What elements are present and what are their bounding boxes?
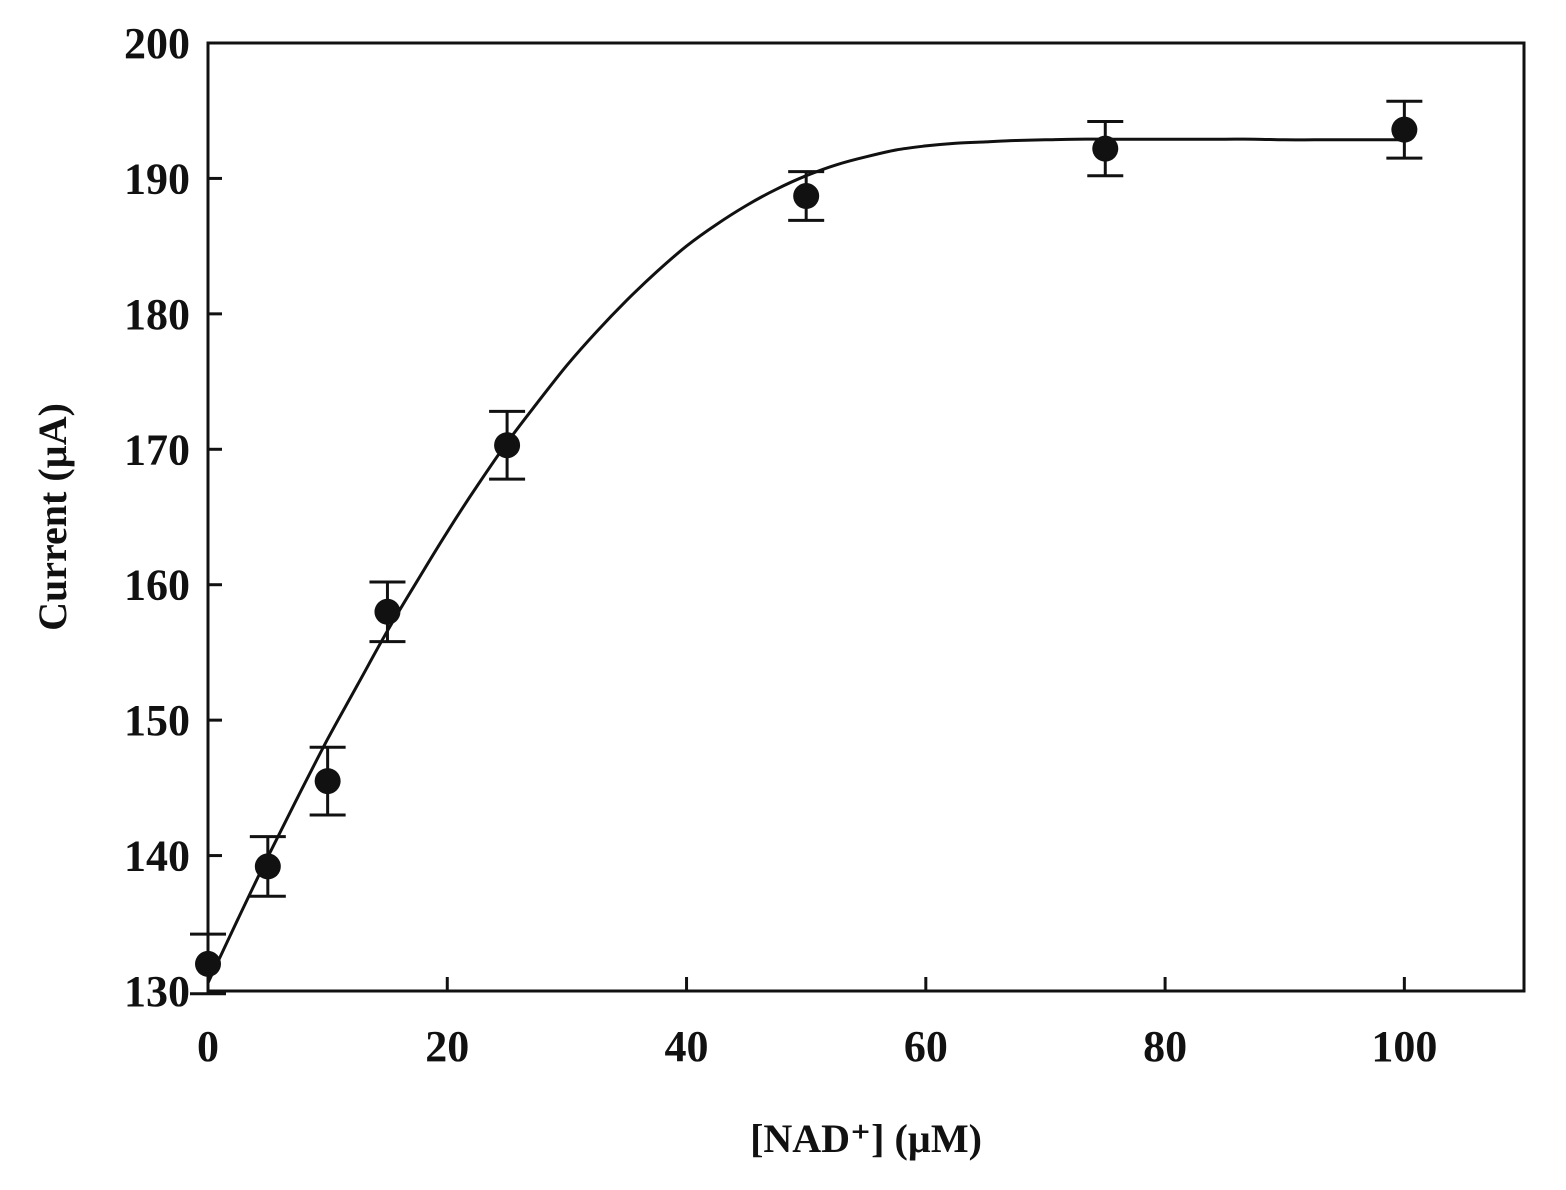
- data-point: [1391, 116, 1418, 143]
- data-points-layer: [190, 99, 1423, 996]
- fit-curve-layer: [206, 137, 1405, 984]
- x-tick-label: 20: [425, 1022, 469, 1071]
- y-tick-label: 170: [124, 425, 190, 474]
- data-point-group: [1386, 99, 1423, 160]
- data-point-group: [309, 745, 346, 817]
- x-tick-label: 80: [1143, 1022, 1187, 1071]
- y-tick-label: 140: [124, 832, 190, 881]
- data-point-group: [788, 170, 825, 222]
- data-point-group: [489, 409, 526, 481]
- data-point-group: [249, 835, 286, 898]
- fit-curve: [206, 137, 1405, 984]
- data-point-group: [369, 580, 406, 644]
- data-point-group: [1087, 120, 1124, 178]
- x-tick-label: 100: [1371, 1022, 1437, 1071]
- y-tick-label: 190: [124, 154, 190, 203]
- data-point: [374, 598, 401, 625]
- data-point-group: [190, 932, 226, 996]
- data-point: [314, 768, 341, 795]
- x-tick-label: 0: [197, 1022, 219, 1071]
- y-axis-label: Current (µA): [30, 403, 75, 631]
- data-point: [793, 183, 820, 210]
- x-tick-label: 40: [665, 1022, 709, 1071]
- x-tick-label: 60: [904, 1022, 948, 1071]
- plot-frame: [206, 41, 1526, 993]
- data-point: [494, 432, 521, 459]
- data-point: [195, 950, 221, 977]
- axis-ticks: 0 20 40 60 80 100 130 140 150 160 170 180 190 200: [124, 19, 1437, 1071]
- y-tick-label: 180: [124, 290, 190, 339]
- data-point: [1092, 135, 1119, 162]
- y-tick-label: 160: [124, 561, 190, 610]
- y-tick-label: 130: [124, 967, 190, 1016]
- data-point: [254, 853, 281, 880]
- y-tick-label: 150: [124, 696, 190, 745]
- y-tick-label: 200: [124, 19, 190, 68]
- x-axis-label: [NAD⁺] (µM): [750, 1116, 982, 1161]
